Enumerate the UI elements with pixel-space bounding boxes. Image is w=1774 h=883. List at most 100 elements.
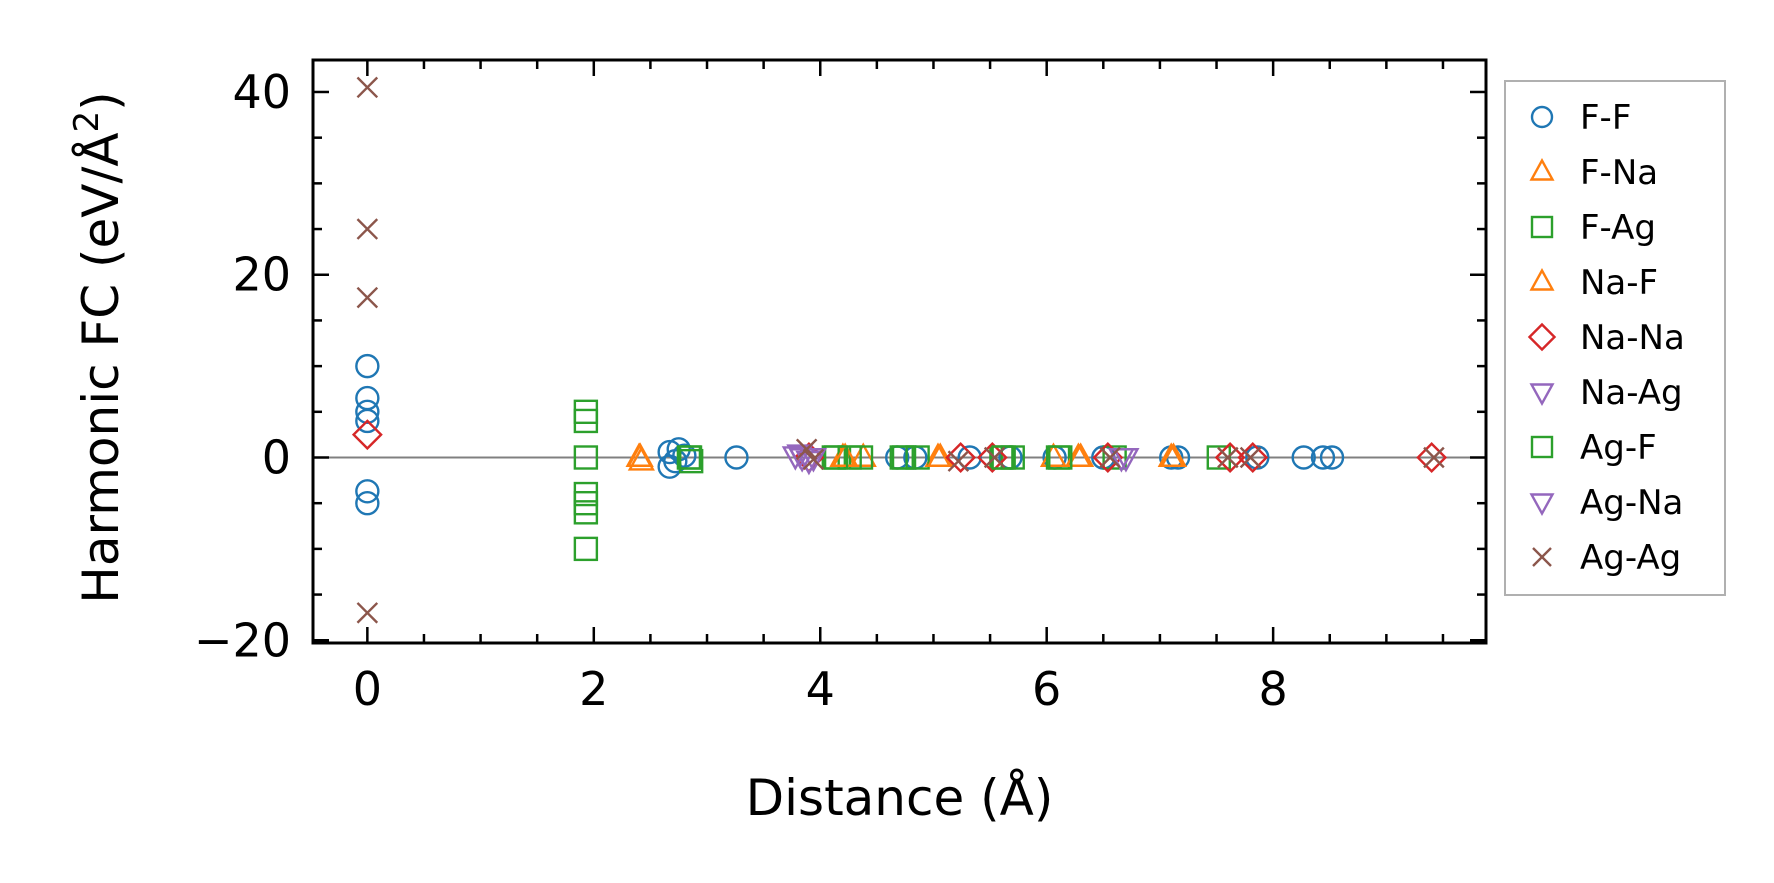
point-f-ag-5	[573, 536, 599, 562]
legend-label-f-na: F-Na	[1580, 153, 1658, 193]
series-f-f	[355, 353, 1345, 516]
point-ag-na-2	[1107, 448, 1136, 473]
point-f-ag-0	[573, 399, 599, 425]
series-ag-na	[786, 444, 1136, 473]
legend-label-na-ag: Na-Ag	[1580, 373, 1683, 413]
point-ag-ag-9-stroke-b	[1217, 446, 1239, 469]
legend-marker-ag-f	[1530, 435, 1554, 459]
series-ag-ag	[356, 76, 1445, 624]
point-na-na-0	[351, 419, 383, 451]
plot-area: 0 2 4 6 8 −20 0 20 40 Distance (Å) Harmonic FC (eV…	[67, 58, 1488, 827]
point-ag-ag-0-stroke-b	[356, 76, 379, 99]
point-na-na-6	[1237, 442, 1269, 473]
y-tick-label: −20	[194, 613, 291, 667]
point-ag-ag-5-stroke-b	[802, 448, 825, 471]
legend-label-ag-ag: Ag-Ag	[1580, 538, 1681, 578]
legend-marker-f-ag	[1530, 215, 1554, 239]
point-f-f-5	[355, 490, 380, 516]
legend-label-f-f: F-F	[1580, 98, 1631, 138]
legend-label-na-na: Na-Na	[1580, 318, 1685, 358]
axes-frame	[311, 58, 1488, 645]
point-f-ag-16	[1102, 445, 1127, 470]
legend-label-f-ag: F-Ag	[1580, 208, 1656, 248]
legend-marker-ag-na	[1529, 493, 1555, 516]
y-axis-title-close: )	[72, 91, 130, 111]
point-ag-ag-10	[1239, 446, 1262, 469]
y-axis-title-main: Harmonic FC (eV/Å	[72, 132, 130, 603]
point-f-ag-3	[573, 490, 599, 516]
point-ag-f-0	[573, 445, 599, 470]
series-na-f	[626, 442, 1188, 467]
point-f-f-3	[355, 408, 380, 434]
point-f-f-11	[724, 445, 749, 470]
point-ag-ag-0	[356, 76, 379, 99]
legend-label-ag-f: Ag-F	[1580, 428, 1657, 468]
point-ag-ag-9	[1217, 446, 1239, 469]
point-f-ag-12	[905, 445, 930, 470]
point-ag-ag-11-stroke-b	[1423, 446, 1445, 469]
series-ag-f	[573, 445, 1073, 470]
point-ag-ag-11	[1423, 446, 1445, 469]
point-ag-ag-8-stroke-b	[1099, 446, 1121, 469]
point-na-f-2	[926, 442, 954, 467]
point-f-f-0	[355, 353, 380, 379]
y-axis-title-superscript: 2	[67, 111, 107, 133]
point-ag-ag-2	[356, 286, 379, 309]
point-na-f-3	[1064, 442, 1092, 467]
y-tick-label: 20	[232, 248, 291, 302]
x-tick-label: 2	[579, 662, 608, 716]
point-ag-ag-6-stroke-b	[947, 450, 970, 472]
point-f-f-10	[672, 443, 697, 468]
legend-marker-na-ag	[1529, 383, 1555, 406]
point-f-f-20	[1245, 445, 1270, 470]
legend: F-F F-Na F-Ag Na-F Na-Na Na-Ag Ag-F Ag-Na Ag-Ag	[1504, 80, 1726, 596]
point-ag-ag-7	[983, 446, 1006, 469]
legend-marker-ag-ag	[1532, 547, 1552, 567]
legend-marker-f-na	[1529, 158, 1555, 181]
point-f-f-4	[355, 479, 380, 504]
point-na-na-3	[976, 442, 1008, 473]
point-f-ag-10	[848, 445, 874, 470]
point-ag-f-3	[891, 445, 917, 470]
x-tick-label: 0	[353, 662, 382, 716]
legend-box	[1504, 80, 1726, 596]
point-ag-f-1	[677, 445, 703, 470]
point-ag-ag-4	[795, 438, 818, 461]
x-tick-label: 4	[806, 662, 835, 716]
x-axis-title: Distance (Å)	[746, 769, 1054, 827]
point-na-f-0	[626, 442, 654, 467]
point-f-f-23	[1319, 445, 1345, 470]
legend-marker-f-f	[1530, 105, 1554, 129]
y-tick-label: 0	[262, 431, 291, 485]
point-ag-ag-3-stroke-b	[356, 602, 379, 624]
point-ag-ag-2-stroke-b	[356, 286, 379, 309]
legend-label-ag-na: Ag-Na	[1580, 483, 1683, 523]
point-ag-ag-1	[356, 218, 379, 240]
point-ag-ag-3	[356, 602, 379, 624]
point-ag-f-5	[1048, 445, 1073, 470]
point-f-f-21	[1291, 445, 1316, 470]
series-f-ag	[573, 399, 1231, 562]
point-f-f-2	[355, 399, 380, 425]
point-f-ag-1	[573, 408, 599, 434]
point-na-na-5	[1214, 442, 1246, 473]
point-na-f-1	[831, 442, 859, 467]
point-ag-ag-4-stroke-b	[795, 438, 818, 461]
point-ag-ag-7-stroke-b	[983, 446, 1006, 469]
legend-marker-na-f	[1529, 268, 1555, 291]
point-ag-ag-8	[1099, 446, 1121, 469]
legend-marker-ag-ag-stroke-b	[1532, 547, 1552, 567]
point-ag-ag-10-stroke-b	[1239, 446, 1262, 469]
point-f-na-3	[849, 442, 877, 467]
point-ag-f-2	[823, 445, 849, 470]
point-ag-na-1	[799, 448, 828, 473]
legend-marker-na-na	[1527, 322, 1557, 352]
y-tick-label: 40	[232, 65, 291, 119]
point-f-ag-17	[1206, 445, 1231, 470]
point-ag-ag-6	[947, 450, 970, 472]
legend-label-na-f: Na-F	[1580, 263, 1658, 303]
x-tick-label: 6	[1032, 662, 1061, 716]
point-f-ag-4	[573, 500, 599, 525]
x-tick-label: 8	[1258, 662, 1287, 716]
